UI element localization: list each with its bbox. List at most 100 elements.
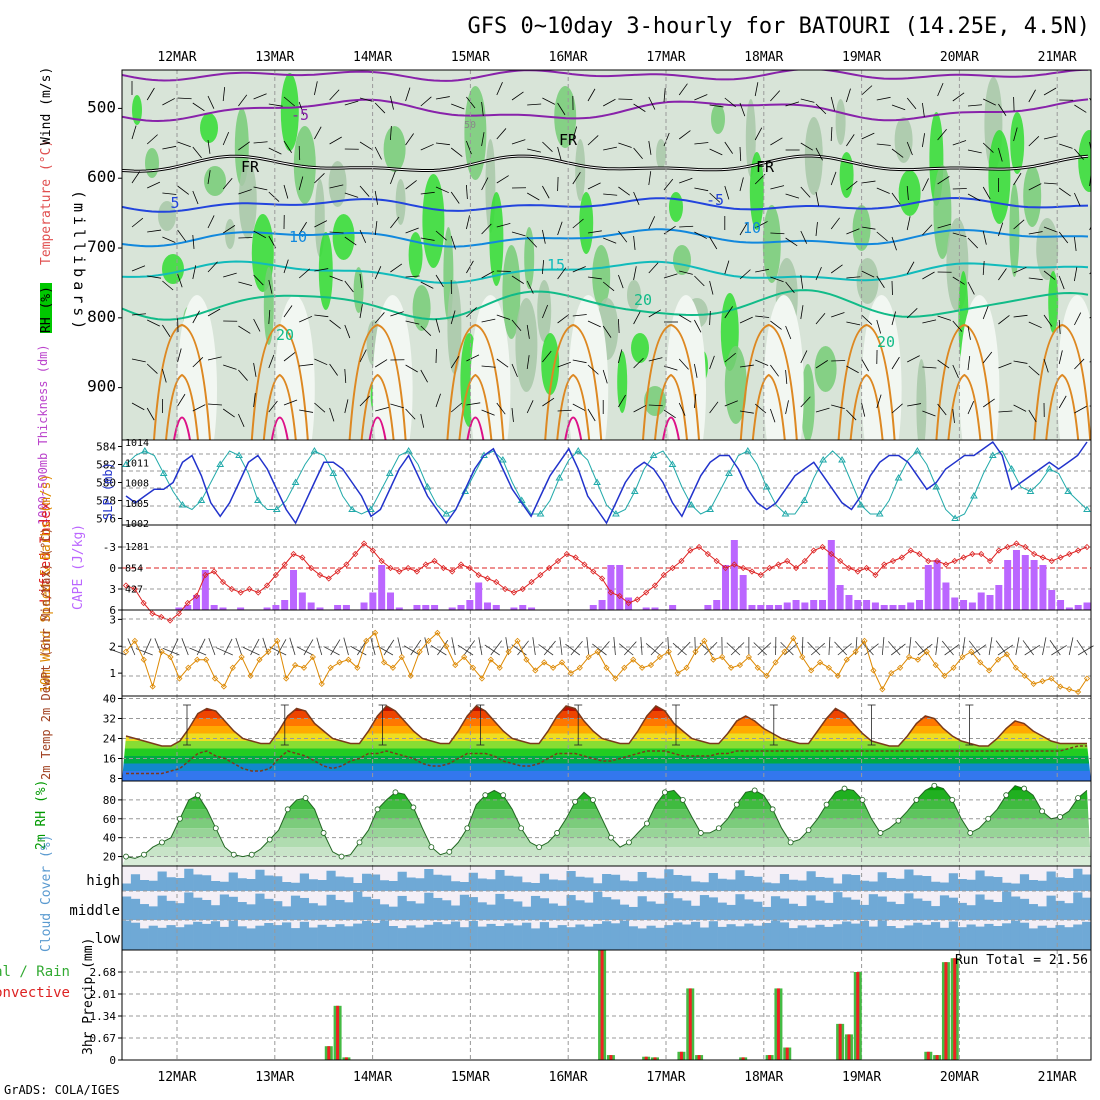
rh-patch xyxy=(762,205,781,283)
lifted-point xyxy=(193,592,200,600)
bottom-date-labels: 12MAR 13MAR 14MAR 15MAR 16MAR 17MAR 18MAR 19MAR… xyxy=(157,1070,1077,1085)
wind-barb xyxy=(815,103,827,115)
cape-bar xyxy=(642,607,650,610)
wind-barb xyxy=(982,305,989,320)
wind-barb xyxy=(192,265,197,280)
cloud-bar xyxy=(433,897,443,920)
wind-barb xyxy=(739,177,744,192)
wind-barb xyxy=(374,266,382,280)
wind10-point xyxy=(630,656,637,663)
dewpoint-line xyxy=(126,745,1087,775)
wind-barb xyxy=(192,190,199,205)
wind-barb xyxy=(709,104,724,108)
rh-patch xyxy=(1090,197,1091,231)
tick-label: 8 xyxy=(109,773,116,786)
lifted-point xyxy=(660,571,667,579)
lifted-point xyxy=(1031,550,1038,558)
wind-barb xyxy=(344,399,349,414)
wind-barb xyxy=(192,404,206,412)
wind10-barb xyxy=(650,641,664,656)
lifted-point xyxy=(792,564,800,572)
rh-patch xyxy=(502,245,521,339)
cloud-bar xyxy=(735,926,745,950)
wind-barb xyxy=(739,364,754,368)
lifted-point xyxy=(228,585,235,593)
cloud-bar xyxy=(797,925,807,950)
tick-label: 0.67 xyxy=(90,1032,117,1045)
cloud-bar xyxy=(157,895,167,920)
date-label: 19MAR xyxy=(842,1070,881,1085)
cloud-bar xyxy=(690,881,701,891)
cape-bar xyxy=(475,582,483,610)
wind10-point xyxy=(1066,686,1073,693)
thickness-point xyxy=(819,456,828,463)
precip-convective-bar xyxy=(785,1047,789,1060)
cloud-bar xyxy=(1073,868,1083,891)
cloud-bar xyxy=(157,871,167,891)
rh-patch xyxy=(835,99,846,145)
contour-25 xyxy=(446,323,505,440)
cloud-bar xyxy=(1028,928,1038,950)
wind-barb xyxy=(724,260,730,275)
wind-barb xyxy=(223,364,237,370)
lifted-point xyxy=(995,547,1002,554)
rh-point xyxy=(1057,813,1063,820)
cloud-bar xyxy=(619,880,630,891)
rh-point xyxy=(536,844,543,851)
cloud-bar xyxy=(290,882,301,891)
cape-bar xyxy=(889,605,897,610)
wind-barb xyxy=(466,184,468,199)
lifted-point xyxy=(969,550,976,558)
temp-band xyxy=(122,756,1091,764)
contour-label: FR xyxy=(241,158,260,176)
lifted-point xyxy=(325,575,332,582)
precip-grid xyxy=(122,950,1091,1060)
cloud-bar xyxy=(210,881,221,891)
cloud-bar xyxy=(975,894,985,920)
tick-label: 1005 xyxy=(125,499,149,510)
cape-bar xyxy=(1039,565,1047,610)
wind-barb xyxy=(131,402,145,411)
wind-barb xyxy=(815,313,826,325)
cloud-bar xyxy=(139,880,149,891)
rh-point xyxy=(302,795,309,801)
lifted-point xyxy=(696,543,703,551)
rh-patch xyxy=(145,148,159,178)
wind-barb xyxy=(785,237,798,247)
wind10-point xyxy=(879,686,886,693)
wind-barb xyxy=(861,358,869,372)
cloud-bar xyxy=(824,902,834,920)
wind10-point xyxy=(977,659,984,666)
cloud-bar xyxy=(735,894,745,920)
cloud-bar xyxy=(975,926,985,950)
wind10-barb xyxy=(941,640,954,656)
cape-bar xyxy=(933,560,941,610)
wind-barb xyxy=(648,140,652,155)
lifted-point xyxy=(334,568,341,575)
tick-label: 1014 xyxy=(125,438,149,449)
cloud-bar xyxy=(1046,895,1056,920)
thickness-point xyxy=(1045,465,1054,472)
rh-band xyxy=(122,828,1091,838)
cloud-bar xyxy=(299,897,309,920)
cloud-bar xyxy=(139,904,149,920)
rh-patch xyxy=(200,113,218,143)
cloud-bar xyxy=(673,898,683,920)
rh-point xyxy=(913,796,920,803)
rh-point xyxy=(446,848,453,855)
wind-barb xyxy=(618,230,628,243)
cloud-bar xyxy=(486,879,496,891)
cloud-bar xyxy=(913,875,923,891)
cape-bar xyxy=(1048,590,1056,610)
wind-barb xyxy=(830,217,840,230)
cloud-bar xyxy=(406,901,416,920)
rh-patch xyxy=(263,267,274,345)
cloud-bar xyxy=(770,883,781,891)
lifted-point xyxy=(845,564,853,572)
cloud-bar xyxy=(593,891,603,920)
wind-barb xyxy=(937,176,950,185)
lifted-point xyxy=(757,571,764,579)
rh-patch xyxy=(988,130,1011,224)
cloud-bar xyxy=(833,883,843,891)
